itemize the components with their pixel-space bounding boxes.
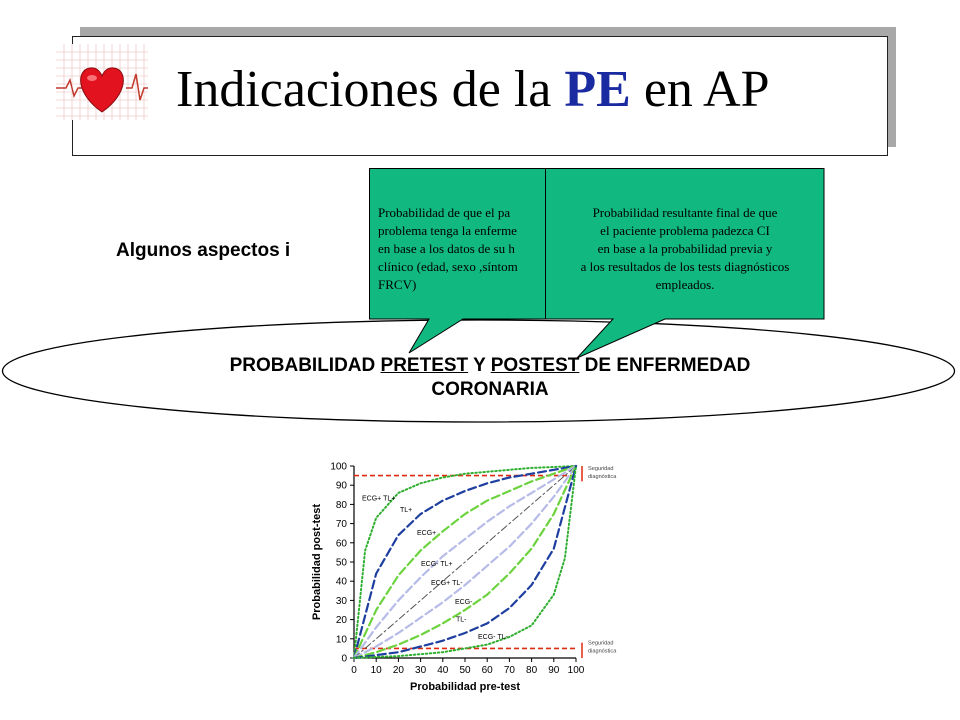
y-tick-label: 90 bbox=[336, 481, 348, 492]
callout-left-line: en base a los datos de su h bbox=[378, 241, 515, 256]
title-suffix: en AP bbox=[643, 61, 770, 118]
ellipse-text-post: DE ENFERMEDAD bbox=[579, 355, 751, 376]
y-tick-label: 60 bbox=[336, 538, 348, 549]
title-prefix: Indicaciones de la bbox=[176, 61, 552, 118]
series-line bbox=[352, 464, 578, 660]
ellipse-text-mid: Y bbox=[468, 355, 491, 376]
pretest-word: PRETEST bbox=[380, 355, 469, 376]
series-label: TL+ bbox=[400, 507, 412, 514]
series-label: ECG- bbox=[455, 599, 473, 606]
series-line bbox=[353, 465, 577, 659]
series-line bbox=[352, 464, 578, 660]
probability-chart: 0 10 20 30 40 50 60 70 80 90 100 0 10 20 30 40 50 60 70 80 9… bbox=[311, 462, 617, 694]
y-tick-label: 20 bbox=[336, 615, 348, 626]
x-tick-label: 80 bbox=[526, 665, 538, 676]
ellipse-line-1: PROBABILIDAD PRETEST Y POSTEST DE ENFERM… bbox=[60, 354, 920, 378]
title-highlight: PE bbox=[564, 61, 631, 118]
series-label: TL- bbox=[456, 617, 467, 624]
series-line bbox=[352, 464, 578, 660]
series-line bbox=[352, 464, 578, 660]
series-label: ECG+ TL+ bbox=[362, 496, 395, 503]
x-axis-label: Probabilidad pre-test bbox=[410, 681, 520, 693]
series-line bbox=[352, 464, 578, 660]
x-tick-label: 10 bbox=[371, 665, 383, 676]
y-tick-label: 30 bbox=[336, 596, 348, 607]
callout-right-text: Probabilidad resultante final de que el … bbox=[549, 204, 821, 294]
x-tick-label: 60 bbox=[482, 665, 494, 676]
y-tick-label: 50 bbox=[336, 558, 348, 569]
callout-right-line: Probabilidad resultante final de que bbox=[592, 205, 778, 220]
x-tick-label: 50 bbox=[459, 665, 471, 676]
postest-word: POSTEST bbox=[490, 355, 580, 376]
y-tick-label: 10 bbox=[336, 634, 348, 645]
x-tick-label: 40 bbox=[437, 665, 449, 676]
series-label: ECG+ TL- bbox=[431, 580, 463, 587]
callout-left-line: Probabilidad de que el pa bbox=[378, 205, 511, 220]
series-line bbox=[353, 465, 577, 659]
series-line bbox=[352, 464, 578, 660]
threshold-label: diagnóstica bbox=[588, 649, 617, 655]
threshold-label: Seguridad bbox=[588, 641, 614, 647]
ellipse-heading: PROBABILIDAD PRETEST Y POSTEST DE ENFERM… bbox=[60, 354, 920, 402]
y-tick-label: 0 bbox=[341, 654, 347, 665]
threshold-label: Seguridad bbox=[588, 466, 614, 472]
callout-right-line: empleados. bbox=[655, 277, 715, 292]
page-title: Indicaciones de la PE en AP bbox=[176, 64, 770, 116]
threshold-label: diagnóstica bbox=[588, 474, 617, 480]
y-tick-label: 100 bbox=[330, 462, 347, 473]
ellipse-line-2: CORONARIA bbox=[431, 379, 549, 400]
x-tick-label: 20 bbox=[393, 665, 405, 676]
callout-left-line: clínico (edad, sexo ,síntom bbox=[378, 259, 518, 274]
aspects-text: Algunos aspectos i bbox=[116, 240, 291, 261]
y-tick-label: 80 bbox=[336, 500, 348, 511]
x-tick-label: 70 bbox=[504, 665, 516, 676]
ellipse-text-pre: PROBABILIDAD bbox=[229, 355, 381, 376]
callout-left-text: Probabilidad de que el pa problema tenga… bbox=[378, 204, 548, 294]
series-label: ECG+ bbox=[417, 530, 436, 537]
y-tick-label: 40 bbox=[336, 577, 348, 588]
series-label: ECG- TL- bbox=[478, 634, 508, 641]
callout-left-line: problema tenga la enferme bbox=[378, 223, 517, 238]
x-tick-label: 30 bbox=[415, 665, 427, 676]
title-box bbox=[72, 36, 888, 156]
y-tick-label: 70 bbox=[336, 519, 348, 530]
callout-right-shape bbox=[545, 168, 825, 359]
ellipse-shape bbox=[1, 319, 956, 423]
callout-right-line: a los resultados de los tests diagnóstic… bbox=[580, 259, 790, 274]
y-axis-label: Probabilidad post-test bbox=[311, 504, 323, 620]
callout-right-line: en base a la probabilidad previa y bbox=[597, 241, 773, 256]
callout-right-line: el paciente problema padezca CI bbox=[600, 223, 770, 238]
callout-left-line: FRCV) bbox=[378, 277, 417, 292]
x-tick-label: 90 bbox=[548, 665, 560, 676]
x-tick-label: 100 bbox=[568, 665, 585, 676]
series-line bbox=[353, 465, 577, 659]
x-tick-label: 0 bbox=[351, 665, 357, 676]
heart-ecg-logo-icon bbox=[56, 44, 148, 120]
series-label: ECG- TL+ bbox=[421, 561, 453, 568]
